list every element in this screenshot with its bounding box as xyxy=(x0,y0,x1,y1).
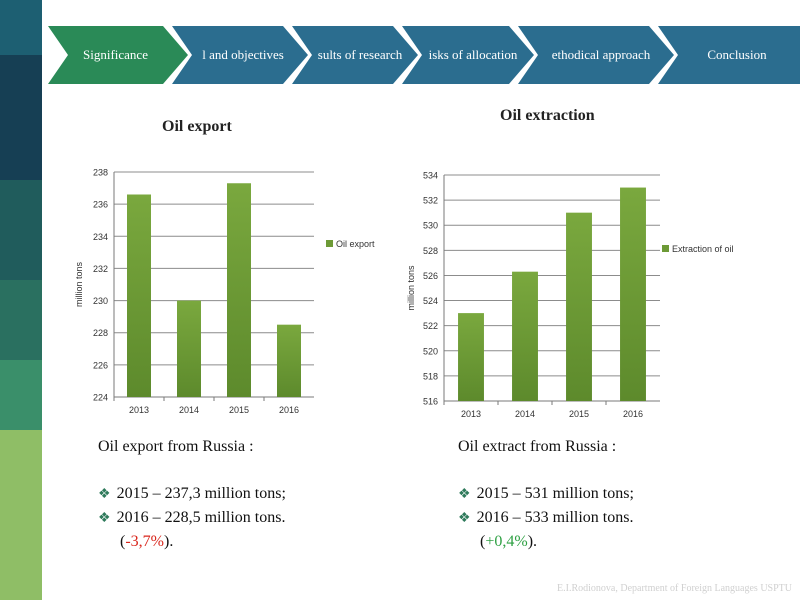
summary-text: 2015 – 237,3 million tons; xyxy=(116,485,286,502)
summary-bullet: ❖ 2015 – 531 million tons; xyxy=(458,482,634,506)
oil-extraction-summary: Oil extract from Russia : ❖ 2015 – 531 mi… xyxy=(458,438,634,554)
diamond-bullet-icon: ❖ xyxy=(458,511,471,526)
y-tick-label: 234 xyxy=(93,232,108,242)
nav-item-goal-and-objectives[interactable]: l and objectives xyxy=(172,26,308,84)
x-tick-label: 2013 xyxy=(461,409,481,419)
x-tick-label: 2015 xyxy=(229,405,249,415)
nav-item-label: ethodical approach xyxy=(551,47,651,62)
chart-title-oil-export: Oil export xyxy=(162,118,232,135)
y-tick-label: 524 xyxy=(423,296,438,306)
bar-2016 xyxy=(620,187,646,401)
y-axis-label: million tons xyxy=(406,265,416,311)
bar-2015 xyxy=(227,183,251,397)
summary-bullet: ❖ 2015 – 237,3 million tons; xyxy=(98,482,286,506)
y-tick-label: 534 xyxy=(423,171,438,181)
summary-text: 2016 – 533 million tons. xyxy=(476,509,634,526)
y-tick-label: 528 xyxy=(423,246,438,256)
sidebar-block xyxy=(0,280,42,360)
y-tick-label: 518 xyxy=(423,371,438,381)
x-tick-label: 2016 xyxy=(623,409,643,419)
summary-text: 2016 – 228,5 million tons. xyxy=(116,509,286,526)
x-tick-label: 2013 xyxy=(129,405,149,415)
legend-label: Oil export xyxy=(336,239,375,249)
diamond-bullet-icon: ❖ xyxy=(458,487,471,502)
oil-export-chart: 224 226 228 230 232 234 236 238 2013 2014 2015 2016… xyxy=(74,168,375,416)
paren-open: ( xyxy=(120,533,126,550)
bar-2015 xyxy=(566,212,592,401)
section-nav: Significance l and objectives sults of r… xyxy=(48,26,800,84)
y-tick-label: 226 xyxy=(93,360,108,370)
summary-bullet: ❖ 2016 – 533 million tons. xyxy=(458,506,634,530)
paren-open: ( xyxy=(480,533,486,550)
oil-extraction-chart: 516 518 520 522 524 526 528 530 532 534 2013 2014 20… xyxy=(406,171,734,420)
sidebar-stripe xyxy=(0,0,42,600)
x-tick-label: 2015 xyxy=(569,409,589,419)
sidebar-block xyxy=(0,360,42,430)
y-tick-label: 232 xyxy=(93,264,108,274)
summary-bullet: ❖ 2016 – 228,5 million tons. xyxy=(98,506,286,530)
diamond-bullet-icon: ❖ xyxy=(98,511,111,526)
sidebar-block xyxy=(0,0,42,55)
y-tick-label: 526 xyxy=(423,271,438,281)
y-tick-label: 228 xyxy=(93,328,108,338)
diamond-bullet-icon: ❖ xyxy=(98,487,111,502)
legend-label: Extraction of oil xyxy=(672,244,734,254)
sidebar-block xyxy=(0,180,42,280)
summary-heading: Oil export from Russia : xyxy=(98,438,254,455)
y-tick-label: 238 xyxy=(93,168,108,178)
legend-swatch xyxy=(662,245,669,252)
chart-title-oil-extraction: Oil extraction xyxy=(500,107,595,124)
footer-credit: E.I.Rodionova, Department of Foreign Lan… xyxy=(557,583,792,594)
bar-2013 xyxy=(127,194,151,397)
nav-item-label: Significance xyxy=(83,47,148,62)
x-tick-label: 2014 xyxy=(515,409,535,419)
bar-2016 xyxy=(277,324,301,397)
y-tick-label: 516 xyxy=(423,397,438,407)
nav-item-significance[interactable]: Significance xyxy=(48,26,188,84)
summary-heading: Oil extract from Russia : xyxy=(458,438,617,455)
nav-item-results-of-research[interactable]: sults of research xyxy=(292,26,418,84)
change-value-negative: -3,7% xyxy=(125,533,164,550)
summary-text: 2015 – 531 million tons; xyxy=(476,485,634,502)
legend-swatch xyxy=(326,240,333,247)
paren-close: ). xyxy=(527,533,538,550)
nav-item-methodical-approach[interactable]: ethodical approach xyxy=(518,26,674,84)
nav-item-risks-of-allocation[interactable]: isks of allocation xyxy=(402,26,534,84)
paren-close: ). xyxy=(163,533,174,550)
change-value-positive: +0,4% xyxy=(485,533,528,550)
y-tick-label: 230 xyxy=(93,296,108,306)
sidebar-block xyxy=(0,430,42,600)
y-tick-label: 520 xyxy=(423,346,438,356)
y-tick-label: 522 xyxy=(423,321,438,331)
y-tick-label: 530 xyxy=(423,221,438,231)
y-tick-label: 236 xyxy=(93,200,108,210)
nav-item-conclusion[interactable]: Conclusion xyxy=(658,26,800,84)
oil-export-summary: Oil export from Russia : ❖ 2015 – 237,3 m… xyxy=(98,438,286,554)
bar-2014 xyxy=(177,300,201,397)
bar-2013 xyxy=(458,313,484,401)
nav-item-label: isks of allocation xyxy=(428,47,518,62)
bar-2014 xyxy=(512,271,538,401)
change-note: (-3,7%). xyxy=(98,530,286,554)
nav-item-label: l and objectives xyxy=(202,47,284,62)
sidebar-block xyxy=(0,55,42,180)
x-tick-label: 2014 xyxy=(179,405,199,415)
y-tick-label: 224 xyxy=(93,393,108,403)
change-note: (+0,4%). xyxy=(458,530,634,554)
nav-item-label: Conclusion xyxy=(707,47,767,62)
y-tick-label: 532 xyxy=(423,196,438,206)
nav-item-label: sults of research xyxy=(317,47,403,62)
y-axis-label: million tons xyxy=(74,261,84,307)
x-tick-label: 2016 xyxy=(279,405,299,415)
